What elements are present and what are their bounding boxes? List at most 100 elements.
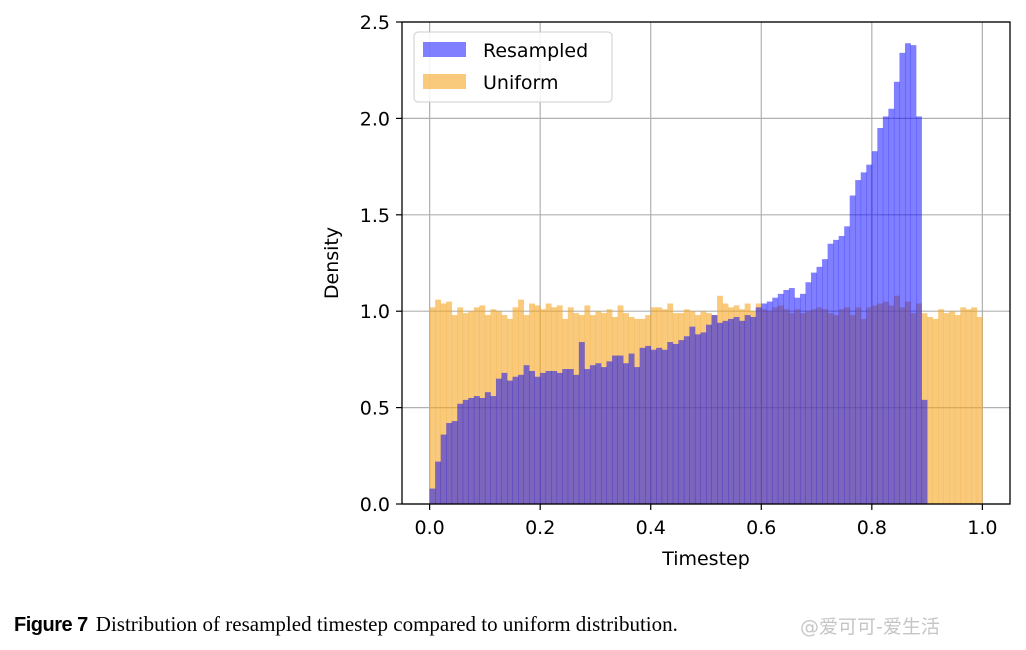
resampled-series — [429, 43, 928, 505]
resampled-bar — [678, 340, 685, 504]
resampled-bar — [904, 43, 911, 504]
resampled-bar — [435, 461, 442, 504]
resampled-bar — [540, 372, 547, 504]
resampled-bar — [578, 342, 585, 504]
resampled-bar — [529, 370, 536, 504]
resampled-bar — [877, 128, 884, 505]
resampled-bar — [507, 380, 513, 504]
uniform-bar — [943, 313, 950, 504]
resampled-bar — [910, 45, 917, 505]
resampled-bar — [849, 195, 856, 504]
resampled-bar — [612, 355, 618, 504]
resampled-bar — [573, 374, 580, 504]
resampled-bar — [429, 488, 436, 504]
watermark: @爱可可-爱生活 — [800, 616, 940, 638]
x-tick-label: 0.2 — [525, 517, 555, 539]
resampled-bar — [805, 282, 812, 504]
histogram-chart: 0.0 0.2 0.4 0.6 0.8 1.0 0.0 0.5 1.0 1.5 2.0 2.5 Tim… — [321, 12, 1011, 570]
uniform-bar — [965, 309, 972, 504]
resampled-bar — [750, 316, 757, 504]
resampled-bar — [468, 397, 475, 504]
resampled-bar — [650, 349, 657, 504]
resampled-bar — [518, 374, 524, 504]
resampled-bar — [645, 345, 652, 504]
resampled-bar — [755, 307, 762, 504]
resampled-bar — [871, 151, 878, 504]
uniform-bar — [927, 316, 933, 504]
uniform-bar — [938, 309, 945, 504]
resampled-bar — [777, 293, 784, 504]
uniform-bar — [429, 307, 436, 504]
plot-frame — [401, 21, 1011, 505]
uniform-bar — [446, 301, 453, 504]
resampled-bar — [462, 399, 469, 504]
resampled-bar — [694, 334, 701, 504]
resampled-bar — [761, 303, 768, 504]
y-tick-label: 0.5 — [360, 398, 390, 420]
legend-label-resampled: Resampled — [483, 40, 588, 62]
caption-text: Distribution of resampled timestep compa… — [95, 612, 678, 636]
resampled-bar — [783, 289, 790, 504]
y-tick-label: 1.0 — [360, 301, 390, 323]
resampled-bar — [772, 297, 779, 504]
resampled-bar — [523, 365, 530, 504]
resampled-bar — [733, 316, 740, 504]
resampled-bar — [667, 342, 674, 504]
resampled-bar — [479, 397, 486, 504]
y-tick-label: 2.0 — [360, 108, 390, 130]
legend: Resampled Uniform — [413, 31, 613, 103]
resampled-bar — [700, 332, 707, 504]
resampled-bar — [739, 320, 746, 504]
resampled-bar — [567, 369, 574, 504]
resampled-bar — [600, 367, 607, 504]
resampled-bar — [639, 347, 646, 504]
uniform-bar — [440, 303, 447, 504]
uniform-bar — [971, 307, 978, 504]
resampled-bar — [860, 172, 867, 504]
uniform-bar — [960, 307, 967, 504]
resampled-bar — [916, 116, 922, 505]
resampled-bar — [446, 423, 453, 504]
resampled-bar — [689, 326, 696, 504]
resampled-bar — [495, 378, 502, 504]
resampled-bar — [562, 369, 569, 504]
resampled-bar — [584, 369, 591, 504]
resampled-bar — [921, 399, 928, 504]
resampled-bar — [490, 396, 497, 504]
x-tick-label: 1.0 — [967, 517, 997, 539]
resampled-bar — [706, 324, 712, 504]
legend-label-uniform: Uniform — [483, 72, 559, 94]
resampled-bar — [799, 293, 806, 504]
resampled-bar — [722, 320, 729, 504]
resampled-bar — [833, 239, 840, 504]
y-tick-label: 2.5 — [360, 12, 390, 34]
resampled-bar — [893, 81, 900, 504]
resampled-bar — [656, 347, 663, 504]
legend-swatch-resampled — [423, 42, 466, 57]
resampled-bar — [545, 370, 552, 504]
resampled-bar — [728, 318, 734, 504]
resampled-bar — [838, 236, 845, 504]
resampled-bar — [589, 365, 596, 504]
resampled-bar — [623, 363, 629, 504]
resampled-bar — [822, 259, 828, 504]
uniform-bar — [976, 316, 983, 504]
x-tick-label: 0.6 — [746, 517, 776, 539]
resampled-bar — [672, 343, 679, 504]
resampled-bar — [606, 361, 613, 504]
x-tick-label: 0.8 — [857, 517, 887, 539]
uniform-bar — [954, 315, 961, 504]
uniform-bar — [451, 315, 458, 504]
resampled-bar — [551, 370, 558, 504]
legend-swatch-uniform — [423, 74, 466, 89]
resampled-bar — [816, 266, 823, 504]
y-tick-label: 0.0 — [360, 494, 390, 516]
resampled-bar — [473, 396, 480, 504]
resampled-bar — [811, 272, 817, 504]
uniform-bar — [949, 311, 956, 504]
resampled-bar — [484, 392, 491, 504]
resampled-bar — [888, 108, 895, 504]
axis-ticks: 0.0 0.2 0.4 0.6 0.8 1.0 0.0 0.5 1.0 1.5 2.0 2.5 — [360, 12, 998, 539]
resampled-bar — [617, 355, 624, 504]
resampled-bar — [844, 226, 851, 505]
